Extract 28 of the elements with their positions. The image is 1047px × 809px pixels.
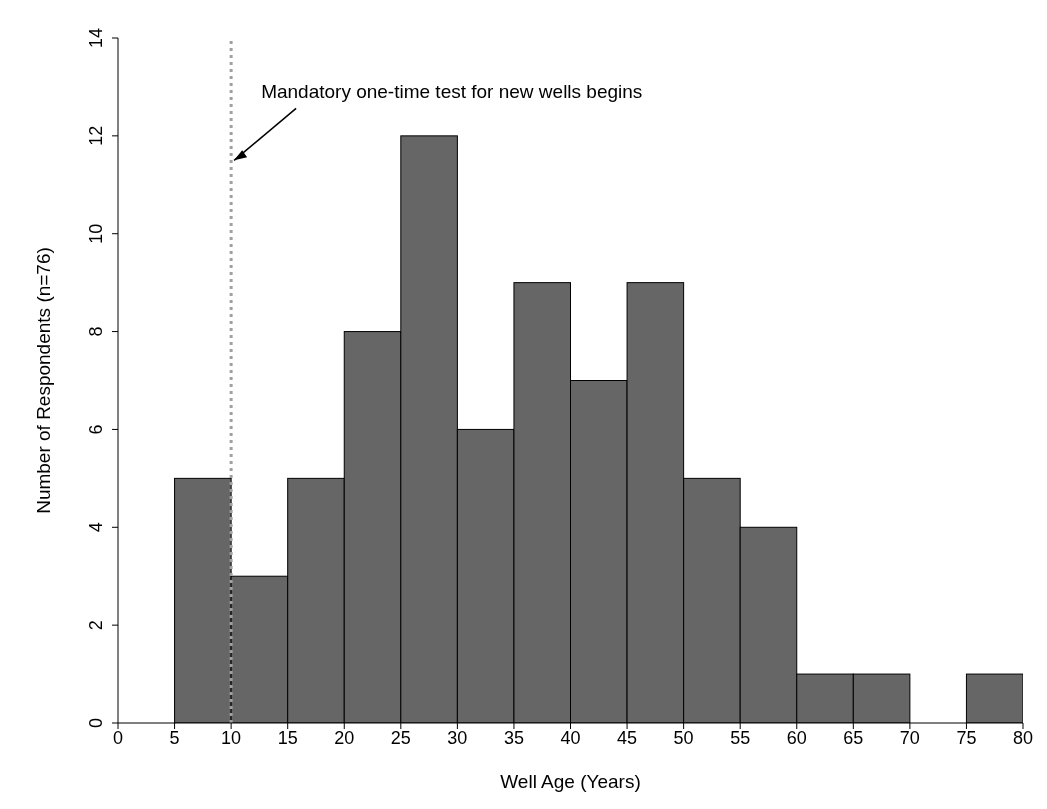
y-tick-label: 4 [86, 522, 106, 533]
x-tick-label: 30 [447, 727, 468, 748]
x-tick-label: 35 [503, 727, 524, 748]
x-tick-label: 5 [169, 727, 180, 748]
y-tick-label: 2 [86, 620, 106, 631]
y-tick-label: 8 [86, 326, 106, 337]
annotation: Mandatory one-time test for new wells begins [261, 81, 643, 103]
y-tick-label: 10 [86, 223, 106, 244]
x-tick-label: 65 [843, 727, 864, 748]
x-tick-label: 20 [334, 727, 355, 748]
x-tick-label: 15 [277, 727, 298, 748]
x-tick-label: 80 [1012, 727, 1034, 748]
x-tick-label: 70 [899, 727, 920, 748]
x-axis-title: Well Age (Years) [500, 771, 641, 792]
x-tick-label: 75 [956, 727, 977, 748]
y-tick-label: 0 [86, 717, 106, 729]
x-tick-label: 40 [560, 727, 581, 748]
y-axis-title: Number of Respondents (n=76) [32, 247, 54, 514]
x-tick-label: 25 [390, 727, 411, 748]
x-tick-label: 10 [221, 727, 242, 748]
x-tick-label: 55 [730, 727, 751, 748]
x-tick-label: 45 [617, 727, 638, 748]
x-tick-label: 50 [673, 727, 694, 748]
y-tick-label: 12 [86, 125, 106, 146]
x-tick-label: 0 [112, 727, 124, 748]
y-tick-label: 6 [86, 424, 106, 435]
y-tick-label: 14 [86, 27, 106, 49]
x-tick-label: 60 [786, 727, 807, 748]
